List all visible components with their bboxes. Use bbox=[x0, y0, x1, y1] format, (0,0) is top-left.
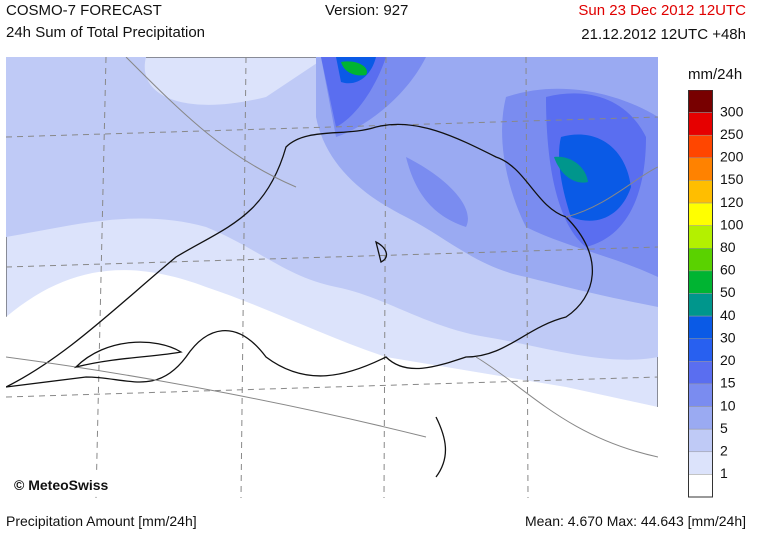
legend-frame bbox=[688, 90, 713, 498]
grid-lines bbox=[6, 57, 658, 498]
legend-label: 150 bbox=[720, 171, 744, 187]
legend-label: 120 bbox=[720, 194, 744, 210]
area-dry bbox=[6, 270, 658, 498]
legend-label: 1 bbox=[720, 465, 728, 481]
area-40 bbox=[554, 156, 588, 183]
credit-box bbox=[8, 474, 118, 496]
valid-time: Sun 23 Dec 2012 12UTC bbox=[578, 2, 746, 19]
legend-label: 2 bbox=[720, 442, 728, 458]
legend-swatch bbox=[688, 338, 713, 362]
credit: © MeteoSwiss bbox=[14, 477, 109, 493]
legend-swatch bbox=[688, 361, 713, 385]
legend-label: 15 bbox=[720, 375, 736, 391]
legend-label: 40 bbox=[720, 307, 736, 323]
legend-swatch bbox=[688, 270, 713, 294]
legend-label: 100 bbox=[720, 216, 744, 232]
legend-swatch bbox=[688, 248, 713, 272]
legend-swatch bbox=[688, 90, 713, 113]
legend-label: 200 bbox=[720, 149, 744, 165]
title: COSMO-7 FORECAST bbox=[6, 2, 162, 19]
legend-label: 10 bbox=[720, 397, 736, 413]
footer-stats: Mean: 4.670 Max: 44.643 [mm/24h] bbox=[524, 513, 746, 529]
area-50 bbox=[341, 61, 367, 76]
legend-swatch bbox=[688, 428, 713, 453]
area-15 bbox=[321, 57, 646, 247]
color-legend: 300 250 200 150 120 100 80 60 50 40 30 20 15 10 5 2 1 bbox=[688, 90, 744, 498]
legend-swatch bbox=[688, 180, 713, 204]
legend-swatch bbox=[688, 225, 713, 249]
country-border bbox=[6, 123, 593, 388]
legend-label: 60 bbox=[720, 262, 736, 278]
legend-swatch bbox=[688, 202, 713, 226]
legend-swatch bbox=[688, 451, 713, 475]
legend-label: 5 bbox=[720, 420, 728, 436]
lakes bbox=[73, 240, 447, 478]
legend-label: 20 bbox=[720, 352, 736, 368]
legend-swatch bbox=[688, 474, 713, 498]
footer-left: Precipitation Amount [mm/24h] bbox=[6, 513, 197, 529]
map: © MeteoSwiss bbox=[6, 57, 658, 498]
legend-label: 300 bbox=[720, 103, 744, 119]
legend-label: 50 bbox=[720, 284, 736, 300]
legend-swatch bbox=[688, 315, 713, 339]
subtitle: 24h Sum of Total Precipitation bbox=[6, 24, 206, 41]
legend-swatch bbox=[688, 293, 713, 317]
legend-swatch bbox=[688, 157, 713, 181]
run-time: 21.12.2012 12UTC +48h bbox=[581, 26, 746, 43]
legend-label: 80 bbox=[720, 239, 736, 255]
legend-swatch bbox=[688, 134, 713, 159]
legend-unit: mm/24h bbox=[688, 66, 743, 83]
legend-label: 30 bbox=[720, 329, 736, 345]
region-borders bbox=[6, 57, 658, 458]
legend-swatch bbox=[688, 406, 713, 430]
legend-swatch bbox=[688, 383, 713, 407]
version: Version: 927 bbox=[325, 2, 409, 19]
legend-label: 250 bbox=[720, 126, 744, 142]
legend-swatch bbox=[688, 112, 713, 136]
